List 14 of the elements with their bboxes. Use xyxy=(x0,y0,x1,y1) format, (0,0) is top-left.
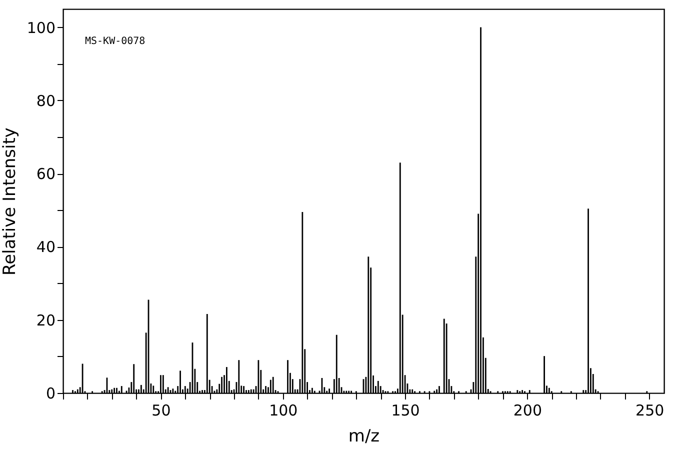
y-tick-label: 0 xyxy=(46,384,56,402)
x-axis-title: m/z xyxy=(348,426,380,446)
y-tick-label: 40 xyxy=(36,238,56,256)
y-tick-label: 60 xyxy=(36,165,56,184)
x-tick-label: 100 xyxy=(269,402,298,420)
annotation: MS-KW-0078 xyxy=(85,36,146,47)
y-axis-title: Relative Intensity xyxy=(0,128,20,276)
x-tick-label: 50 xyxy=(152,402,171,420)
y-tick-label: 80 xyxy=(36,92,56,110)
y-tick-label: 20 xyxy=(36,311,56,330)
x-tick-label: 150 xyxy=(391,402,420,420)
y-tick-label: 100 xyxy=(26,18,56,37)
x-tick-label: 250 xyxy=(636,402,664,420)
x-tick-label: 200 xyxy=(513,402,542,420)
